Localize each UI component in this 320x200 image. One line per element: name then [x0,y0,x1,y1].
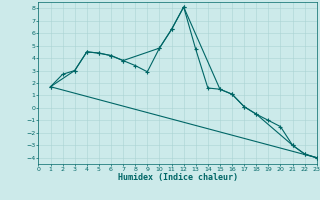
X-axis label: Humidex (Indice chaleur): Humidex (Indice chaleur) [118,173,238,182]
